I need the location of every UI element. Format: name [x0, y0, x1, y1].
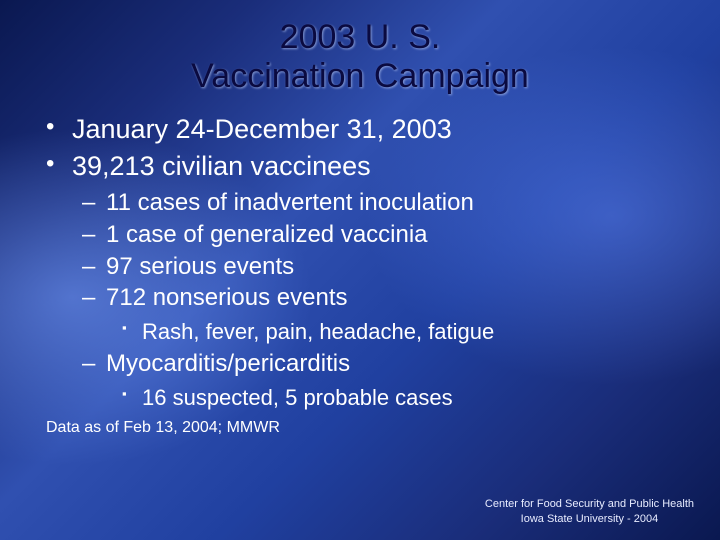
bullet-item: 1 case of generalized vaccinia [82, 219, 680, 251]
bullet-item: 39,213 civilian vaccinees 11 cases of in… [46, 149, 680, 414]
bullet-text: Myocarditis/pericarditis [106, 350, 350, 377]
slide-title: 2003 U. S. Vaccination Campaign [40, 18, 680, 96]
attribution-block: Center for Food Security and Public Heal… [485, 497, 694, 526]
bullet-list-level-3: Rash, fever, pain, headache, fatigue [122, 316, 680, 348]
title-line-2: Vaccination Campaign [191, 57, 529, 95]
title-line-1: 2003 U. S. [280, 18, 441, 56]
slide-container: 2003 U. S. Vaccination Campaign January … [0, 0, 720, 540]
footnote-text: Data as of Feb 13, 2004; MMWR [40, 419, 680, 437]
bullet-text: 712 nonserious events [106, 284, 348, 311]
slide-content: January 24-December 31, 2003 39,213 civi… [40, 112, 680, 413]
bullet-item: Myocarditis/pericarditis 16 suspected, 5… [82, 348, 680, 414]
bullet-item: 11 cases of inadvertent inoculation [82, 187, 680, 219]
bullet-item: Rash, fever, pain, headache, fatigue [122, 316, 680, 348]
bullet-item: 97 serious events [82, 251, 680, 283]
bullet-text: 39,213 civilian vaccinees [72, 151, 371, 181]
bullet-item: January 24-December 31, 2003 [46, 112, 680, 147]
bullet-list-level-2: 11 cases of inadvertent inoculation 1 ca… [82, 187, 680, 413]
attribution-line-2: Iowa State University - 2004 [521, 513, 659, 525]
bullet-item: 712 nonserious events Rash, fever, pain,… [82, 282, 680, 348]
attribution-line-1: Center for Food Security and Public Heal… [485, 498, 694, 510]
bullet-list-level-3: 16 suspected, 5 probable cases [122, 382, 680, 414]
bullet-list-level-1: January 24-December 31, 2003 39,213 civi… [46, 112, 680, 413]
bullet-item: 16 suspected, 5 probable cases [122, 382, 680, 414]
